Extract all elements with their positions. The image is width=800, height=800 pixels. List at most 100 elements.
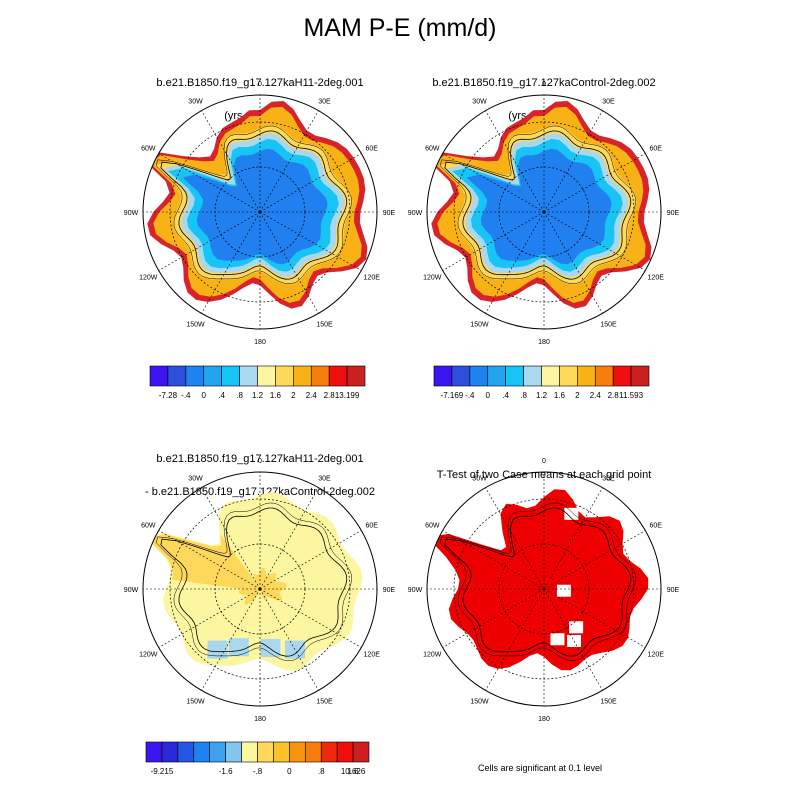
colorbar-control-box — [505, 365, 524, 387]
meridian-line — [543, 211, 646, 271]
longitude-label: 150W — [186, 699, 205, 706]
longitude-label: 60E — [649, 146, 662, 153]
colorbar-h11-box — [167, 365, 187, 387]
longitude-label: 60W — [141, 146, 156, 153]
colorbar-control-box — [612, 365, 632, 387]
colorbar-h11-label: -7.28 — [159, 391, 178, 400]
ttest-significant-region — [427, 489, 649, 671]
longitude-label: 90W — [408, 587, 423, 594]
colorbar-control-label: .8 — [520, 391, 527, 400]
colorbar-h11-group: -7.28 -.4 0 .4 .8 1.2 1.6 2 2.4 2.8 13.199 — [149, 365, 366, 400]
colorbar-h11-box — [257, 365, 276, 387]
colorbar-control-box — [487, 365, 506, 387]
meridian-line — [259, 588, 362, 648]
colorbar-control-box — [577, 365, 596, 387]
colorbar-control-label: 1.2 — [536, 391, 548, 400]
longitude-label: 120E — [364, 275, 381, 282]
meridian-line — [259, 110, 319, 213]
longitude-label: 120W — [139, 652, 158, 659]
ttest-nonsignificant-cell — [569, 621, 584, 634]
longitude-label: 90E — [667, 210, 680, 217]
colorbar-h11-label: 2.8 — [324, 391, 336, 400]
colorbar-difference-box — [177, 741, 195, 763]
colorbar-difference-box — [145, 741, 163, 763]
colorbar-difference-label: -9.215 — [151, 767, 174, 776]
longitude-label: 120E — [648, 275, 665, 282]
colorbar-difference-box — [320, 741, 338, 763]
colorbar-control-box — [523, 365, 542, 387]
colorbar-h11-box — [275, 365, 294, 387]
meridian-line — [442, 153, 545, 213]
meridian-line — [442, 588, 545, 648]
meridian-line — [201, 487, 261, 590]
colorbar-h11-label: .4 — [218, 391, 225, 400]
diff-field-lightblue-cell — [207, 640, 228, 659]
meridian-line — [543, 487, 603, 590]
figure-title: MAM P-E (mm/d) — [303, 14, 497, 42]
colorbar-h11-label: 2.4 — [306, 391, 318, 400]
colorbar-h11-box — [310, 365, 330, 387]
longitude-label: 180 — [538, 716, 550, 723]
colorbar-h11-box — [203, 365, 222, 387]
map-field-layer — [427, 101, 652, 309]
longitude-label: 150E — [316, 322, 333, 329]
meridian-line — [259, 530, 362, 590]
colorbar-control-label: -7.169 — [441, 391, 464, 400]
colorbar-control-box — [630, 365, 650, 387]
meridian-line — [543, 211, 603, 314]
meridian-line — [158, 588, 261, 648]
colorbar-difference-box — [209, 741, 226, 763]
longitude-label: 30E — [602, 98, 615, 105]
longitude-label: 60W — [425, 146, 440, 153]
map-field-layer — [143, 101, 368, 309]
colorbar-control-label: 2.4 — [590, 391, 602, 400]
longitude-label: 90E — [383, 587, 396, 594]
longitude-label: 90E — [667, 587, 680, 594]
meridian-line — [543, 588, 603, 691]
panel-title-h11-line1: b.e21.B1850.f19_g17.127kaH11-2deg.001 — [156, 77, 364, 89]
meridian-line — [201, 588, 261, 691]
longitude-label: 90E — [383, 210, 396, 217]
colorbar-control-label: -.4 — [465, 391, 475, 400]
colorbar-difference-label: .8 — [318, 767, 325, 776]
colorbar-control-box — [594, 365, 614, 387]
colorbar-h11-box — [185, 365, 205, 387]
colorbar-control-label: 0 — [486, 391, 491, 400]
longitude-label: 120W — [423, 275, 442, 282]
meridian-line — [543, 110, 603, 213]
longitude-label: 0 — [542, 458, 546, 465]
longitude-label: 0 — [258, 458, 262, 465]
longitude-label: 180 — [254, 339, 266, 346]
colorbar-difference-box — [352, 741, 370, 763]
longitude-label: 60W — [425, 523, 440, 530]
longitude-label: 150E — [316, 699, 333, 706]
colorbar-difference-box — [336, 741, 354, 763]
colorbar-control-label: 1.6 — [554, 391, 566, 400]
meridian-line — [485, 487, 545, 590]
meridian-line — [259, 153, 362, 213]
colorbar-difference-box — [161, 741, 179, 763]
longitude-label: 120W — [423, 652, 442, 659]
panel-title-difference-line2: - b.e21.B1850.f19_g17.127kaControl-2deg.… — [145, 486, 375, 498]
meridian-line — [158, 530, 261, 590]
longitude-label: 30W — [188, 98, 203, 105]
pe-field-blue-interior — [182, 148, 328, 265]
meridian-line — [442, 530, 545, 590]
diff-field-yellow-peninsula — [148, 533, 288, 605]
panel-title-difference: b.e21.B1850.f19_g17.127kaH11-2deg.001 - … — [110, 432, 410, 509]
longitude-label: 150W — [470, 322, 489, 329]
map-boundary-circle — [426, 94, 662, 330]
meridian-line — [543, 588, 646, 648]
ttest-nonsignificant-holes — [550, 507, 584, 647]
colorbar-control-label: 2.8 — [608, 391, 620, 400]
colorbar-h11-box — [293, 365, 312, 387]
colorbar-difference-box — [304, 741, 322, 763]
colorbar-difference-label: 1.6 — [348, 767, 360, 776]
meridian-line — [259, 588, 319, 691]
longitude-label: 120E — [364, 652, 381, 659]
meridian-line — [158, 153, 261, 213]
longitude-label: 90W — [124, 587, 139, 594]
meridian-line — [485, 110, 545, 213]
